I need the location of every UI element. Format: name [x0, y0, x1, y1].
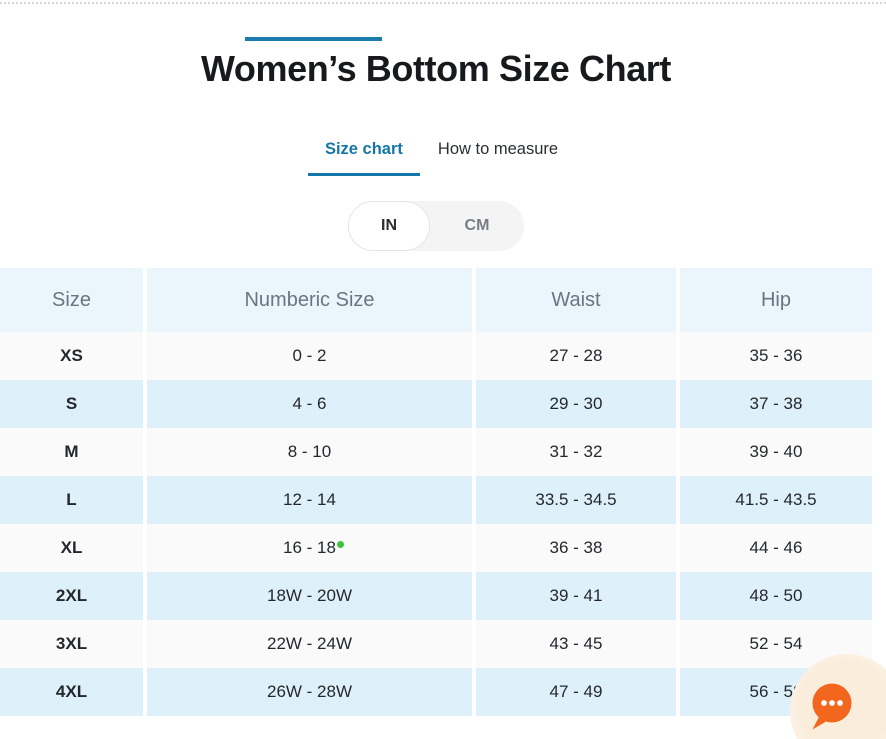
waist-cell: 31 - 32	[472, 428, 676, 476]
size-cell: M	[0, 428, 143, 476]
unit-option-in[interactable]: IN	[348, 201, 430, 251]
column-header-waist: Waist	[472, 268, 676, 332]
waist-cell: 27 - 28	[472, 332, 676, 380]
numeric-size-cell: 16 - 18	[143, 524, 472, 572]
title-accent-line	[245, 37, 382, 41]
waist-cell: 36 - 38	[472, 524, 676, 572]
unit-toggle[interactable]: IN CM	[348, 201, 524, 251]
waist-cell: 43 - 45	[472, 620, 676, 668]
waist-cell: 39 - 41	[472, 572, 676, 620]
hip-cell: 48 - 50	[676, 572, 872, 620]
size-cell: 4XL	[0, 668, 143, 716]
size-cell: S	[0, 380, 143, 428]
table-row-l: L 12 - 14 33.5 - 34.5 41.5 - 43.5	[0, 476, 872, 524]
size-cell: 3XL	[0, 620, 143, 668]
column-header-numeric-size: Numberic Size	[143, 268, 472, 332]
top-dashed-divider	[0, 2, 886, 4]
hip-cell: 44 - 46	[676, 524, 872, 572]
waist-cell: 47 - 49	[472, 668, 676, 716]
column-header-size: Size	[0, 268, 143, 332]
table-header-row: Size Numberic Size Waist Hip	[0, 268, 872, 332]
table-row-m: M 8 - 10 31 - 32 39 - 40	[0, 428, 872, 476]
size-cell: XS	[0, 332, 143, 380]
table-row-xl: XL 16 - 18 36 - 38 44 - 46	[0, 524, 872, 572]
column-header-hip: Hip	[676, 268, 872, 332]
chat-bubble-icon	[804, 679, 858, 733]
numeric-size-cell: 26W - 28W	[143, 668, 472, 716]
page-title: Women’s Bottom Size Chart	[200, 48, 672, 89]
numeric-size-cell: 18W - 20W	[143, 572, 472, 620]
chat-button[interactable]	[804, 679, 858, 733]
hip-cell: 39 - 40	[676, 428, 872, 476]
numeric-size-cell: 8 - 10	[143, 428, 472, 476]
table-row-2xl: 2XL 18W - 20W 39 - 41 48 - 50	[0, 572, 872, 620]
waist-cell: 29 - 30	[472, 380, 676, 428]
numeric-size-cell: 22W - 24W	[143, 620, 472, 668]
hip-cell: 37 - 38	[676, 380, 872, 428]
numeric-size-cell: 12 - 14	[143, 476, 472, 524]
numeric-size-cell: 0 - 2	[143, 332, 472, 380]
hip-cell: 35 - 36	[676, 332, 872, 380]
table-row-3xl: 3XL 22W - 24W 43 - 45 52 - 54	[0, 620, 872, 668]
table-row-4xl: 4XL 26W - 28W 47 - 49 56 - 58	[0, 668, 872, 716]
green-dot-indicator	[337, 541, 344, 548]
tab-how-to-measure[interactable]: How to measure	[437, 140, 559, 158]
size-table: Size Numberic Size Waist Hip XS 0 - 2 27…	[0, 268, 872, 716]
size-cell: 2XL	[0, 572, 143, 620]
tab-size-chart[interactable]: Size chart	[307, 138, 420, 176]
unit-option-cm[interactable]: CM	[464, 217, 490, 234]
numeric-size-cell: 4 - 6	[143, 380, 472, 428]
waist-cell: 33.5 - 34.5	[472, 476, 676, 524]
size-cell: L	[0, 476, 143, 524]
hip-cell: 41.5 - 43.5	[676, 476, 872, 524]
table-row-s: S 4 - 6 29 - 30 37 - 38	[0, 380, 872, 428]
tab-bar: Size chart How to measure	[0, 138, 872, 176]
hip-cell: 52 - 54	[676, 620, 872, 668]
table-row-xs: XS 0 - 2 27 - 28 35 - 36	[0, 332, 872, 380]
size-cell: XL	[0, 524, 143, 572]
